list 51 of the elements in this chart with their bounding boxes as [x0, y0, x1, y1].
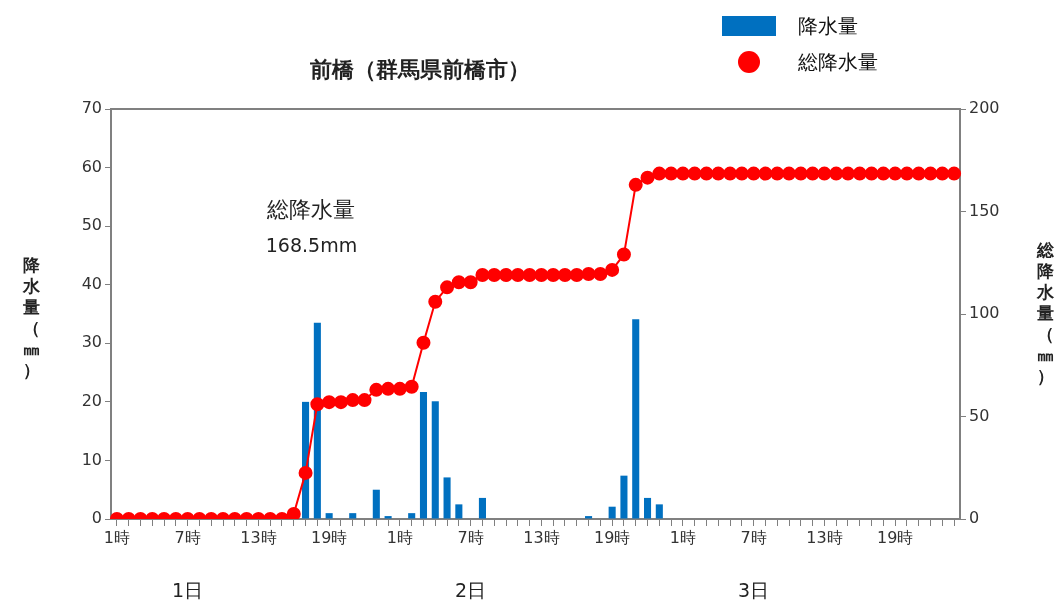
annotation: 168.5mm: [265, 233, 358, 256]
y-axis-title: 降水量（㎜）: [21, 255, 41, 381]
x-tick-label: 19時: [876, 527, 914, 547]
bar: [408, 513, 416, 519]
bar: [478, 497, 486, 519]
chart-title: 前橋（群馬県前橋市）: [309, 56, 531, 84]
y-tick-label: 70: [81, 98, 102, 118]
bar: [384, 516, 392, 519]
legend-label: 総降水量: [798, 48, 878, 76]
x-tick-label: 13時: [240, 527, 277, 547]
x-tick-label: 1時: [103, 527, 130, 547]
bar: [620, 475, 628, 519]
bar: [325, 513, 333, 519]
x-tick-label: 7時: [740, 527, 767, 547]
y-tick-label: 30: [81, 332, 102, 352]
bar: [349, 513, 357, 519]
text: 3日: [738, 578, 770, 601]
text: 2日: [455, 578, 487, 601]
y-tick-label: 50: [81, 215, 102, 235]
x-tick-label: 19時: [593, 527, 631, 547]
x-tick-label: 1時: [386, 527, 413, 547]
bar: [585, 516, 593, 519]
y-tick-label: 20: [81, 391, 102, 411]
y-tick-label: 0: [91, 508, 102, 528]
bar: [632, 319, 640, 519]
y2-tick-label: 100: [969, 303, 1000, 323]
legend-label: 降水量: [798, 12, 858, 40]
x-tick-label: 13時: [806, 527, 843, 547]
x-tick-label: 7時: [457, 527, 484, 547]
bar: [608, 506, 616, 519]
y2-tick-label: 150: [969, 200, 1000, 220]
y2-tick-label: 0: [969, 508, 980, 528]
y-tick-label: 60: [81, 156, 102, 176]
bar: [455, 504, 463, 519]
y2-tick-label: 50: [969, 405, 990, 425]
bar: [443, 477, 451, 519]
text: 1日: [172, 578, 204, 601]
bar: [431, 401, 439, 519]
y2-tick-label: 200: [969, 98, 1000, 118]
y2-axis-title: 総降水量（㎜）: [1035, 240, 1055, 387]
x-tick-label: 1時: [669, 527, 696, 547]
bar: [372, 489, 380, 519]
x-tick-label: 19時: [310, 527, 348, 547]
x-tick-label: 13時: [523, 527, 560, 547]
annotation: 総降水量: [266, 196, 356, 222]
bar: [655, 504, 663, 519]
bar: [419, 391, 428, 519]
bar: [643, 497, 652, 519]
y-tick-label: 10: [81, 449, 102, 469]
x-tick-label: 7時: [174, 527, 201, 547]
y-tick-label: 40: [81, 273, 102, 293]
